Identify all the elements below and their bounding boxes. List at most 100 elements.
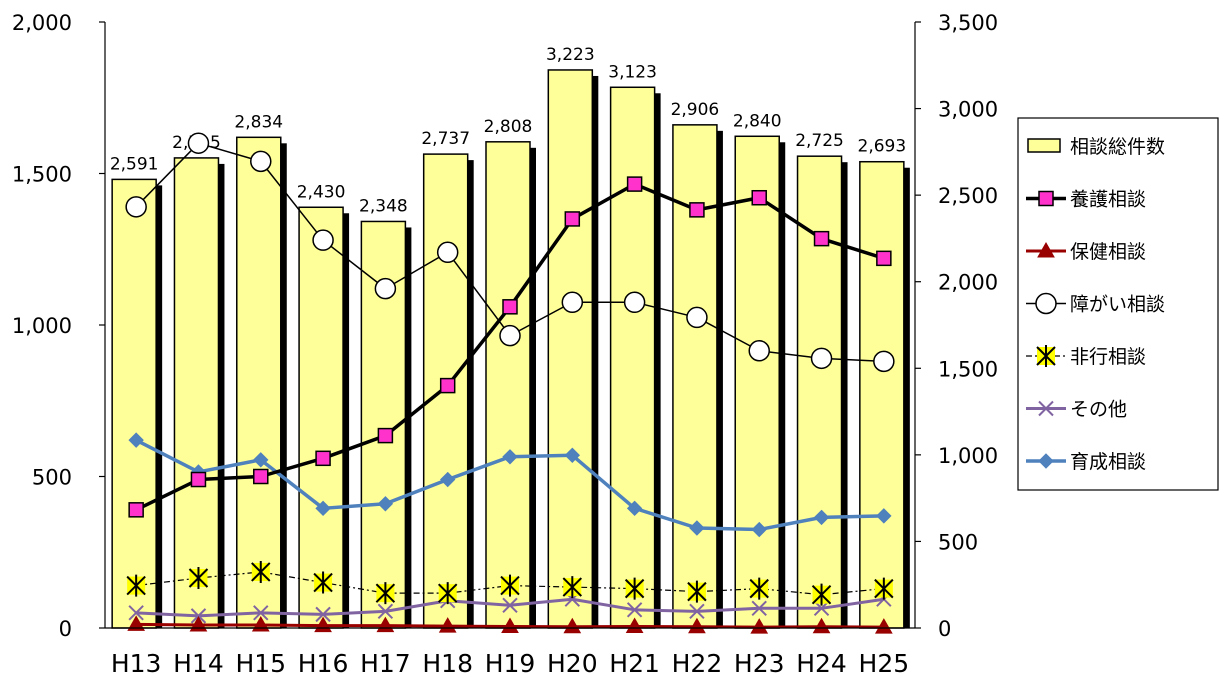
point-H20 [564,447,581,463]
legend-label: 育成相談 [1070,451,1146,473]
bar-H13 [111,178,157,629]
point-H23 [749,577,769,600]
left-tick-label: 0 [59,617,72,641]
series-養護相談 [128,176,892,518]
legend-marker [1035,292,1057,315]
point-H19 [500,574,520,597]
right-tick-label: 2,500 [938,184,998,208]
point-H17 [375,582,396,605]
bar-value-label: 2,591 [110,154,159,174]
legend-item-相談総件数: 相談総件数 [1027,136,1165,158]
point-H17 [374,277,397,300]
x-tick-label: H24 [796,649,847,678]
point-H23 [751,600,767,617]
legend-marker [1038,190,1054,207]
legend-item-非行相談: 非行相談 [1026,345,1146,368]
point-H24 [811,583,832,606]
point-H13 [125,196,147,218]
x-tick-label: H25 [859,649,910,678]
legend-label: その他 [1070,399,1127,421]
point-H24 [813,509,830,526]
point-H24 [810,347,833,370]
point-H24 [812,617,831,634]
point-H21 [626,176,643,192]
point-H13 [128,605,144,621]
point-H16 [315,500,331,517]
point-H16 [315,606,331,623]
point-H18 [439,377,456,394]
point-H23 [751,189,767,206]
point-H17 [377,496,394,512]
point-H23 [748,340,770,362]
point-H22 [689,603,705,620]
legend-label: 障がい相談 [1070,294,1165,316]
bar-H23 [734,135,780,629]
x-tick-label: H23 [734,649,785,678]
legend-marker [1037,241,1055,258]
legend-item-育成相談: 育成相談 [1026,451,1146,473]
bar-value-label: 2,834 [234,112,283,132]
series-障がい相談 [125,132,895,373]
point-H22 [688,617,706,634]
x-tick-label: H16 [298,649,349,678]
right-tick-label: 3,000 [938,98,998,122]
point-H23 [751,521,767,538]
point-H22 [686,306,708,329]
point-H24 [813,230,830,247]
bar-value-label: 2,840 [733,111,782,131]
point-H20 [564,211,581,227]
bar-value-label: 2,737 [421,129,470,149]
point-H14 [190,608,207,624]
bar-value-label: 2,693 [858,137,907,157]
bar-H14 [173,157,220,629]
point-H15 [253,605,269,621]
point-H20 [563,617,582,634]
point-H21 [626,500,643,517]
bar-value-label: 3,223 [546,45,595,65]
point-H16 [315,450,331,467]
point-H23 [750,618,769,634]
legend-label: 非行相談 [1070,346,1146,368]
point-H19 [502,299,518,315]
x-tick-label: H13 [111,649,162,678]
series-非行相談 [126,560,894,606]
point-H25 [874,618,893,634]
x-tick-label: H20 [547,649,598,678]
left-tick-label: 2,000 [12,11,72,35]
legend-label: 相談総件数 [1070,136,1165,158]
bar-value-label: 2,348 [359,196,408,216]
point-H19 [502,449,518,465]
left-tick-label: 1,000 [12,314,72,338]
bar-H25 [859,160,905,629]
point-H19 [502,597,518,613]
legend-marker [1038,453,1054,469]
point-H20 [562,576,583,599]
point-H17 [377,427,394,444]
bar-H19 [485,141,531,629]
point-H14 [187,132,210,154]
right-tick-label: 2,000 [938,271,998,295]
point-H16 [313,571,333,594]
bar-value-label: 3,123 [608,62,657,82]
legend-item-障がい相談: 障がい相談 [1026,292,1165,316]
x-tick-label: H17 [360,649,411,678]
point-H15 [251,560,271,583]
legend-label: 保健相談 [1070,241,1146,263]
point-H25 [876,508,892,524]
bar-H16 [298,206,344,629]
point-H18 [437,582,458,605]
x-tick-label: H18 [422,649,473,678]
point-H13 [127,615,146,631]
left-tick-label: 1,500 [12,163,72,187]
legend-swatch [1027,138,1061,153]
point-H13 [126,574,146,597]
point-H21 [626,602,643,618]
point-H13 [128,432,144,448]
point-H18 [438,617,457,633]
bar-H20 [547,69,594,629]
point-H21 [623,291,646,314]
point-H22 [689,520,705,536]
right-tick-label: 3,500 [938,11,998,35]
right-tick-label: 0 [938,617,951,641]
